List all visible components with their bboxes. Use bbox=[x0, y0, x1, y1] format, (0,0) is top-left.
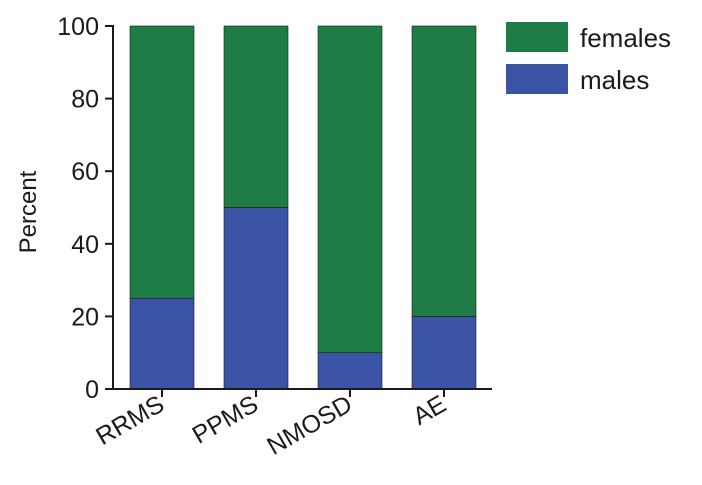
bar-females-rrms bbox=[129, 25, 195, 299]
x-tick-label-rrms: RRMS bbox=[91, 390, 169, 451]
y-axis: 0 20 40 60 80 100 bbox=[57, 13, 114, 404]
y-tick-label: 0 bbox=[85, 376, 99, 404]
bars-group bbox=[129, 25, 477, 390]
legend-label-males: males bbox=[580, 65, 649, 95]
bar-females-ae bbox=[411, 25, 477, 317]
bar-females-ppms bbox=[223, 25, 289, 208]
bar-males-ae bbox=[411, 316, 477, 390]
bar-females-nmosd bbox=[317, 25, 383, 354]
y-tick-label: 80 bbox=[71, 86, 99, 114]
y-tick-label: 20 bbox=[71, 303, 99, 331]
x-axis: RRMS PPMS NMOSD AE bbox=[91, 388, 492, 461]
legend-swatch-males bbox=[506, 64, 568, 94]
legend: females males bbox=[506, 22, 671, 95]
bar-males-ppms bbox=[223, 207, 289, 390]
y-axis-label: Percent bbox=[15, 170, 42, 253]
x-tick-label-ppms: PPMS bbox=[188, 390, 263, 450]
legend-label-females: females bbox=[580, 23, 671, 53]
y-tick-label: 60 bbox=[71, 158, 99, 186]
bar-males-nmosd bbox=[317, 352, 383, 390]
bar-males-rrms bbox=[129, 297, 195, 390]
y-tick-label: 100 bbox=[57, 13, 99, 41]
y-tick-label: 40 bbox=[71, 231, 99, 259]
legend-swatch-females bbox=[506, 22, 568, 52]
x-tick-label-nmosd: NMOSD bbox=[262, 390, 357, 461]
